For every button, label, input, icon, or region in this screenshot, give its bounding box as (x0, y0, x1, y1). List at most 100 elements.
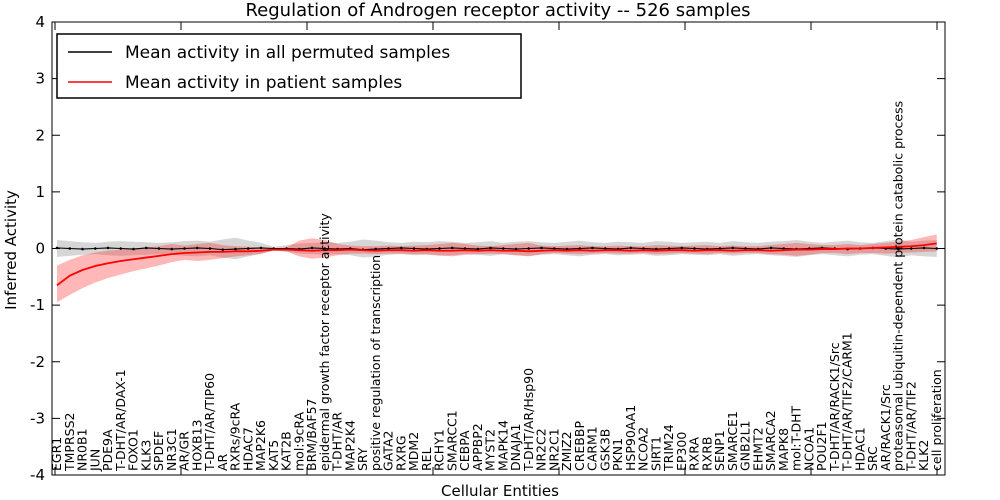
permuted-mean-marker (119, 247, 123, 250)
x-category-label: SMARCE1 (725, 411, 740, 471)
legend-label-permuted: Mean activity in all permuted samples (125, 43, 450, 63)
permuted-mean-marker (654, 247, 658, 251)
x-category-label: MAPK14 (495, 420, 510, 471)
permuted-mean-marker (603, 247, 607, 250)
permuted-mean-marker (744, 247, 747, 250)
permuted-mean-marker (922, 246, 926, 250)
permuted-mean-marker (463, 247, 467, 250)
permuted-mean-marker (667, 247, 671, 250)
x-category-label: NCOA1 (801, 427, 816, 471)
permuted-mean-line (56, 247, 937, 251)
x-category-label: KAT2B (279, 431, 294, 471)
y-tick-label: -1 (30, 296, 45, 314)
y-tick-label: -3 (30, 409, 45, 427)
x-category-label: APPBP2 (470, 423, 485, 471)
legend-box (56, 33, 522, 99)
y-tick-label: 2 (35, 126, 45, 144)
y-tick-label: 3 (35, 70, 45, 88)
x-category-label: BRM/BAF57 (304, 399, 319, 471)
x-category-label: NR2C2 (534, 428, 549, 471)
permuted-mean-marker (680, 246, 684, 250)
x-category-label: NCOA2 (636, 427, 651, 471)
x-category-label: T-DHT/AR/RACK1/Src (827, 342, 842, 472)
x-category-label: SMARCC1 (444, 410, 459, 471)
permuted-mean-marker (259, 246, 263, 250)
permuted-mean-marker (897, 247, 900, 251)
x-category-label: NR2C1 (546, 428, 561, 471)
x-category-label: MAP2K6 (253, 420, 268, 471)
permuted-mean-marker (578, 247, 582, 250)
x-category-label: mol:9cRA (291, 411, 306, 471)
permuted-mean-marker (450, 246, 454, 250)
permuted-mean-marker (591, 246, 594, 250)
x-category-label: MDM2 (406, 432, 421, 471)
x-category-label: SPDEF (151, 431, 166, 471)
x-category-label: cell proliferation (929, 369, 944, 471)
permuted-mean-marker (514, 247, 518, 251)
permuted-mean-marker (387, 247, 390, 250)
x-category-label: mol:T-DHT (789, 405, 804, 471)
x-category-label: T-DHT/AR/Hsp90 (521, 368, 536, 472)
permuted-mean-marker (489, 246, 492, 250)
x-category-label: PKN1 (610, 438, 625, 471)
x-category-label: KLK2 (916, 440, 931, 471)
permuted-mean-marker (909, 247, 913, 250)
x-category-label: RXRG (393, 435, 408, 471)
permuted-mean-marker (323, 247, 327, 250)
x-category-label: T-DHT/AR (330, 412, 345, 472)
permuted-mean-marker (246, 247, 250, 250)
permuted-mean-marker (195, 246, 199, 250)
permuted-mean-marker (183, 247, 186, 250)
x-category-label: FOXO1 (126, 429, 141, 471)
permuted-mean-marker (412, 247, 416, 250)
x-category-label: T-DHT/AR/TIF2/CARM1 (840, 332, 855, 472)
permuted-mean-marker (132, 247, 135, 251)
permuted-mean-marker (527, 247, 531, 250)
x-category-label: CREBBP (572, 421, 587, 471)
x-category-label: MAPK8 (776, 428, 791, 471)
x-category-label: proteasomal ubiquitin-dependent protein … (891, 101, 906, 471)
permuted-mean-marker (106, 246, 110, 250)
permuted-mean-marker (208, 247, 212, 250)
permuted-mean-marker (642, 247, 645, 250)
x-category-label: HOXB13 (189, 420, 204, 471)
x-category-label: GATA2 (381, 431, 396, 471)
x-category-label: KLK3 (138, 440, 153, 471)
x-category-label: SRY (355, 447, 370, 471)
y-tick-label: 4 (35, 13, 45, 31)
x-category-label: T-DHT/AR/TIP60 (202, 373, 217, 472)
permuted-mean-marker (718, 247, 722, 250)
x-category-label: AR/RACK1/Src (878, 384, 893, 471)
patient-band (57, 234, 937, 303)
x-category-label: T-DHT/AR/TIF2 (903, 381, 918, 472)
x-category-label: CEBPA (457, 430, 472, 471)
permuted-mean-marker (693, 247, 696, 250)
x-category-label: KAT5 (266, 440, 281, 471)
x-axis-label: Cellular Entities (441, 482, 559, 500)
permuted-mean-marker (221, 248, 225, 251)
x-category-label: GNB2L1 (738, 421, 753, 471)
x-category-label: RXRB (699, 436, 714, 471)
x-category-label: positive regulation of transcription (368, 255, 383, 471)
permuted-mean-marker (93, 247, 97, 250)
plot-area: -4-3-2-101234EGR1TMPRSS2NR0B1JUNPDE9AT-D… (30, 13, 945, 484)
permuted-mean-marker (769, 246, 773, 250)
x-category-label: REL (419, 447, 434, 471)
legend-label-patient: Mean activity in patient samples (125, 73, 402, 93)
permuted-mean-marker (731, 246, 735, 250)
y-tick-label: -4 (30, 466, 45, 484)
y-axis-label: Inferred Activity (2, 190, 20, 310)
permuted-mean-marker (540, 246, 543, 250)
x-category-label: AR (215, 453, 230, 471)
x-category-label: GSK3B (597, 429, 612, 471)
permuted-mean-marker (310, 246, 314, 250)
permuted-mean-marker (629, 246, 633, 250)
x-category-label: AR/GR (177, 431, 192, 471)
y-tick-label: -2 (30, 353, 45, 371)
legend: Mean activity in all permuted samples Me… (56, 33, 522, 99)
permuted-mean-marker (157, 247, 161, 250)
x-category-label: HDAC7 (240, 427, 255, 471)
x-category-label: SRC (865, 446, 880, 471)
